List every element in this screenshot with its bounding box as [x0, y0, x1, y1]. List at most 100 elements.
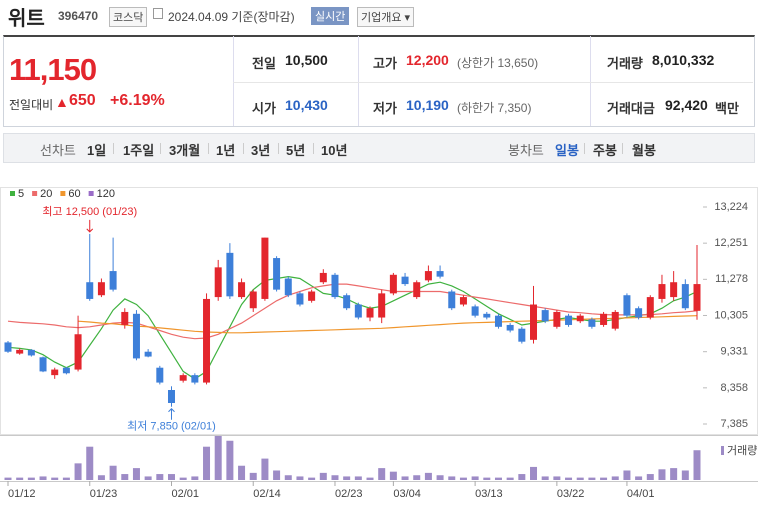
volume-bar	[354, 476, 362, 480]
stock-code: 396470	[58, 9, 99, 23]
candle-body	[261, 237, 269, 299]
volume-bar	[670, 468, 678, 480]
volume-bar	[483, 477, 491, 480]
candle-body	[366, 308, 374, 318]
info-label: 시가	[252, 101, 276, 116]
candle-body	[401, 276, 409, 285]
volume-bar	[389, 471, 397, 480]
candle-body	[693, 284, 701, 311]
change: 650	[69, 92, 96, 109]
tab[interactable]: 1년	[216, 143, 236, 158]
volume-bar	[191, 476, 199, 480]
legend-label: 20	[40, 188, 52, 200]
info-value: 92,420	[665, 97, 708, 113]
x-tick-label: 01/23	[90, 488, 118, 500]
tab-bar	[3, 133, 755, 163]
candle-body	[74, 334, 82, 370]
market-tag: 코스닥	[109, 7, 148, 27]
high-annotation: 최고 12,500 (01/23)	[42, 205, 137, 218]
volume-bar	[541, 476, 549, 480]
separator	[160, 143, 161, 154]
low-arrow	[168, 408, 175, 420]
candle-body	[681, 284, 689, 309]
x-tick-label: 03/13	[475, 488, 503, 500]
tab[interactable]: 1주일	[123, 143, 155, 158]
volume-bar	[62, 477, 70, 480]
ma-line	[7, 275, 698, 380]
divider	[233, 36, 234, 126]
volume-bar	[167, 474, 175, 480]
volume-bar	[296, 476, 304, 480]
y-tick-label: 7,385	[720, 418, 748, 430]
candle-body	[214, 267, 222, 298]
high-arrow	[86, 219, 94, 233]
x-tick-label: 01/12	[8, 488, 36, 500]
company-label[interactable]: 기업개요	[361, 12, 402, 24]
candle-body	[226, 252, 234, 297]
tab[interactable]: 1일	[87, 143, 107, 158]
tab[interactable]: 월봉	[632, 143, 656, 158]
tab[interactable]: 10년	[321, 143, 348, 158]
candle-body	[424, 271, 432, 281]
candle-body	[121, 311, 129, 325]
volume-bar	[343, 476, 351, 480]
candle-body	[600, 313, 608, 325]
tab[interactable]: 3년	[251, 143, 271, 158]
volume-bar	[132, 468, 140, 480]
candle-body	[296, 293, 304, 305]
candle-body	[273, 258, 281, 290]
low-annotation: 최저 7,850 (02/01)	[127, 420, 216, 433]
volume-bar	[366, 477, 374, 480]
candle-body	[658, 284, 666, 299]
x-tick-label: 04/01	[627, 488, 655, 500]
volume-bar	[238, 465, 246, 480]
volume-bar	[156, 474, 164, 480]
volume-bar	[530, 466, 538, 480]
tab[interactable]: 3개월	[169, 143, 201, 158]
separator	[113, 143, 114, 154]
separator	[313, 143, 314, 154]
volume-bar	[413, 475, 421, 480]
info-value: 8,010,332	[652, 52, 715, 68]
divider	[233, 82, 753, 83]
candle-body	[62, 367, 70, 374]
x-tick-label: 02/23	[335, 488, 363, 500]
info-value: 10,430	[285, 97, 328, 113]
volume-bar	[273, 470, 281, 480]
candle-body	[167, 390, 175, 404]
volume-bar	[214, 436, 222, 480]
volume-bar	[646, 474, 654, 480]
candle-body	[343, 295, 351, 309]
y-tick-label: 13,224	[714, 201, 748, 213]
candle-body	[530, 304, 538, 340]
tab[interactable]: 일봉	[555, 143, 579, 158]
info-label: 거래대금	[607, 101, 655, 116]
realtime-button[interactable]: 실시간	[311, 7, 350, 25]
candle-body	[576, 315, 584, 322]
y-tick-label: 10,305	[714, 309, 748, 321]
stock-name: 위트	[8, 8, 45, 30]
volume-bar	[424, 472, 432, 480]
change-rate: +6.19%	[110, 92, 165, 109]
tab[interactable]: 주봉	[593, 143, 617, 158]
candle-body	[109, 271, 117, 290]
calendar-icon	[153, 8, 163, 19]
tab[interactable]: 5년	[286, 143, 306, 158]
x-tick-label: 02/14	[253, 488, 281, 500]
company-button[interactable]: 기업개요 ▾	[357, 7, 415, 27]
candle-body	[378, 293, 386, 318]
current-price: 11,150	[9, 52, 97, 87]
candle-body	[284, 278, 292, 296]
volume-bar	[600, 477, 608, 480]
volume-bar	[4, 477, 12, 480]
volume-bar	[588, 477, 596, 480]
volume-bar	[553, 476, 561, 480]
volume-bar	[331, 475, 339, 480]
info-value: 10,500	[285, 52, 328, 68]
volume-bar	[611, 476, 619, 480]
volume-bar	[109, 465, 117, 480]
candle-body	[623, 295, 631, 316]
separator	[208, 143, 209, 154]
candle-body	[565, 315, 573, 325]
volume-bar	[144, 476, 152, 480]
